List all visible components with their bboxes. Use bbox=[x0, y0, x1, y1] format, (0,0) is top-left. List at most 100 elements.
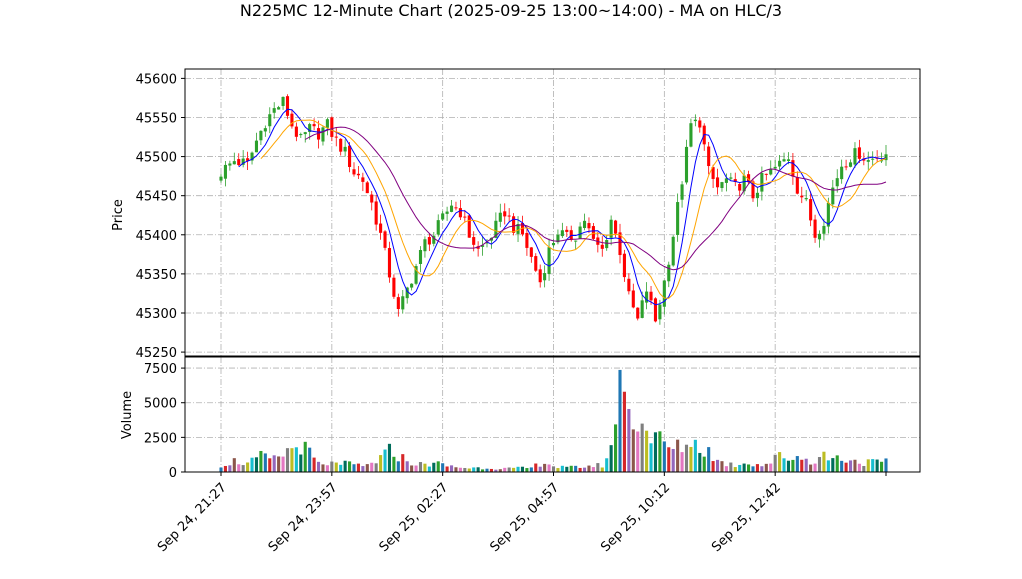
volume-bar bbox=[246, 462, 250, 472]
volume-bar bbox=[299, 454, 303, 472]
volume-bar bbox=[330, 461, 334, 472]
volume-bar bbox=[831, 458, 835, 472]
volume-bar bbox=[698, 452, 702, 472]
price-tick-label: 45500 bbox=[136, 151, 177, 166]
candle-body bbox=[383, 231, 387, 248]
volume-bar bbox=[423, 463, 427, 472]
candle-body bbox=[822, 225, 826, 234]
volume-bar bbox=[729, 462, 733, 472]
candle-body bbox=[835, 178, 839, 187]
candle-body bbox=[649, 291, 653, 301]
candle-body bbox=[436, 220, 440, 235]
candle-body bbox=[432, 235, 436, 244]
volume-bar bbox=[219, 467, 223, 472]
volume-bar bbox=[405, 461, 409, 472]
candle-body bbox=[680, 184, 684, 200]
volume-bar bbox=[467, 468, 471, 472]
volume-bar bbox=[263, 453, 267, 472]
volume-bar bbox=[259, 450, 263, 472]
volume-bar bbox=[862, 466, 866, 472]
volume-bar bbox=[387, 443, 392, 472]
candle-body bbox=[401, 296, 405, 310]
volume-bar bbox=[636, 431, 640, 472]
candle-body bbox=[405, 287, 409, 299]
volume-bar bbox=[463, 467, 467, 472]
volume-bar bbox=[414, 465, 418, 472]
volume-bar bbox=[361, 466, 365, 472]
candle-body bbox=[503, 211, 507, 217]
candle-body bbox=[809, 199, 813, 221]
candle-body bbox=[485, 242, 489, 244]
price-tick-label: 45400 bbox=[136, 229, 177, 244]
volume-bar bbox=[782, 458, 786, 472]
volume-bar bbox=[667, 447, 671, 472]
candle-body bbox=[751, 181, 755, 199]
x-tick-label: Sep 25, 02:27 bbox=[377, 480, 452, 555]
volume-bar bbox=[840, 460, 844, 472]
volume-bar bbox=[755, 464, 759, 472]
volume-bar bbox=[374, 463, 378, 472]
volume-bar bbox=[454, 467, 458, 472]
volume-bar bbox=[445, 466, 449, 472]
volume-bar bbox=[432, 462, 436, 472]
volume-bar bbox=[321, 464, 325, 472]
candle-body bbox=[724, 178, 728, 183]
volume-bar bbox=[795, 456, 799, 472]
volume-bar bbox=[316, 461, 321, 472]
candle-body bbox=[387, 248, 392, 278]
candle-body bbox=[587, 223, 591, 229]
volume-bar bbox=[228, 465, 232, 472]
candle-body bbox=[330, 117, 334, 137]
candle-body bbox=[543, 273, 547, 281]
volume-bar bbox=[569, 465, 573, 472]
candle-body bbox=[689, 123, 693, 147]
price-tick-label: 45300 bbox=[136, 307, 177, 322]
volume-bar bbox=[676, 439, 680, 472]
candle-body bbox=[268, 114, 272, 127]
candle-body bbox=[312, 124, 316, 127]
candle-body bbox=[325, 119, 329, 128]
candle-body bbox=[290, 113, 294, 127]
volume-bar bbox=[707, 447, 711, 472]
volume-bar bbox=[791, 459, 795, 472]
price-tick-label: 45550 bbox=[136, 111, 177, 126]
volume-bar bbox=[848, 460, 853, 472]
candle-body bbox=[254, 140, 259, 153]
candle-body bbox=[698, 120, 702, 128]
volume-bar bbox=[529, 467, 533, 472]
candle-body bbox=[299, 134, 303, 136]
candle-body bbox=[223, 164, 227, 179]
candle-body bbox=[334, 136, 338, 138]
moving-average-line bbox=[260, 119, 887, 299]
candle-body bbox=[786, 159, 791, 161]
x-tick-label: Sep 25, 04:57 bbox=[487, 480, 562, 555]
candle-body bbox=[321, 127, 325, 142]
volume-tick-label: 5000 bbox=[144, 397, 177, 412]
candle-body bbox=[729, 177, 733, 179]
candle-body bbox=[418, 249, 423, 265]
volume-bar bbox=[312, 457, 316, 472]
candle-body bbox=[764, 173, 768, 175]
volume-bar bbox=[751, 466, 755, 472]
candle-body bbox=[560, 230, 564, 237]
candle-body bbox=[525, 232, 529, 248]
volume-bar bbox=[618, 369, 622, 472]
volume-bar bbox=[786, 460, 791, 472]
candle-body bbox=[817, 233, 822, 240]
candle-body bbox=[272, 108, 276, 113]
volume-bar bbox=[281, 456, 285, 472]
candle-body bbox=[609, 219, 613, 238]
volume-bar bbox=[485, 468, 489, 472]
candle-body bbox=[631, 290, 635, 308]
volume-bar bbox=[605, 458, 609, 472]
candle-body bbox=[241, 158, 245, 165]
candle-body bbox=[574, 240, 578, 242]
volume-bar bbox=[325, 465, 329, 472]
candle-body bbox=[316, 128, 321, 140]
volume-bar bbox=[352, 464, 356, 472]
candle-body bbox=[636, 307, 640, 319]
volume-bar bbox=[600, 467, 604, 472]
volume-bar bbox=[658, 431, 662, 472]
candle-body bbox=[232, 161, 236, 165]
